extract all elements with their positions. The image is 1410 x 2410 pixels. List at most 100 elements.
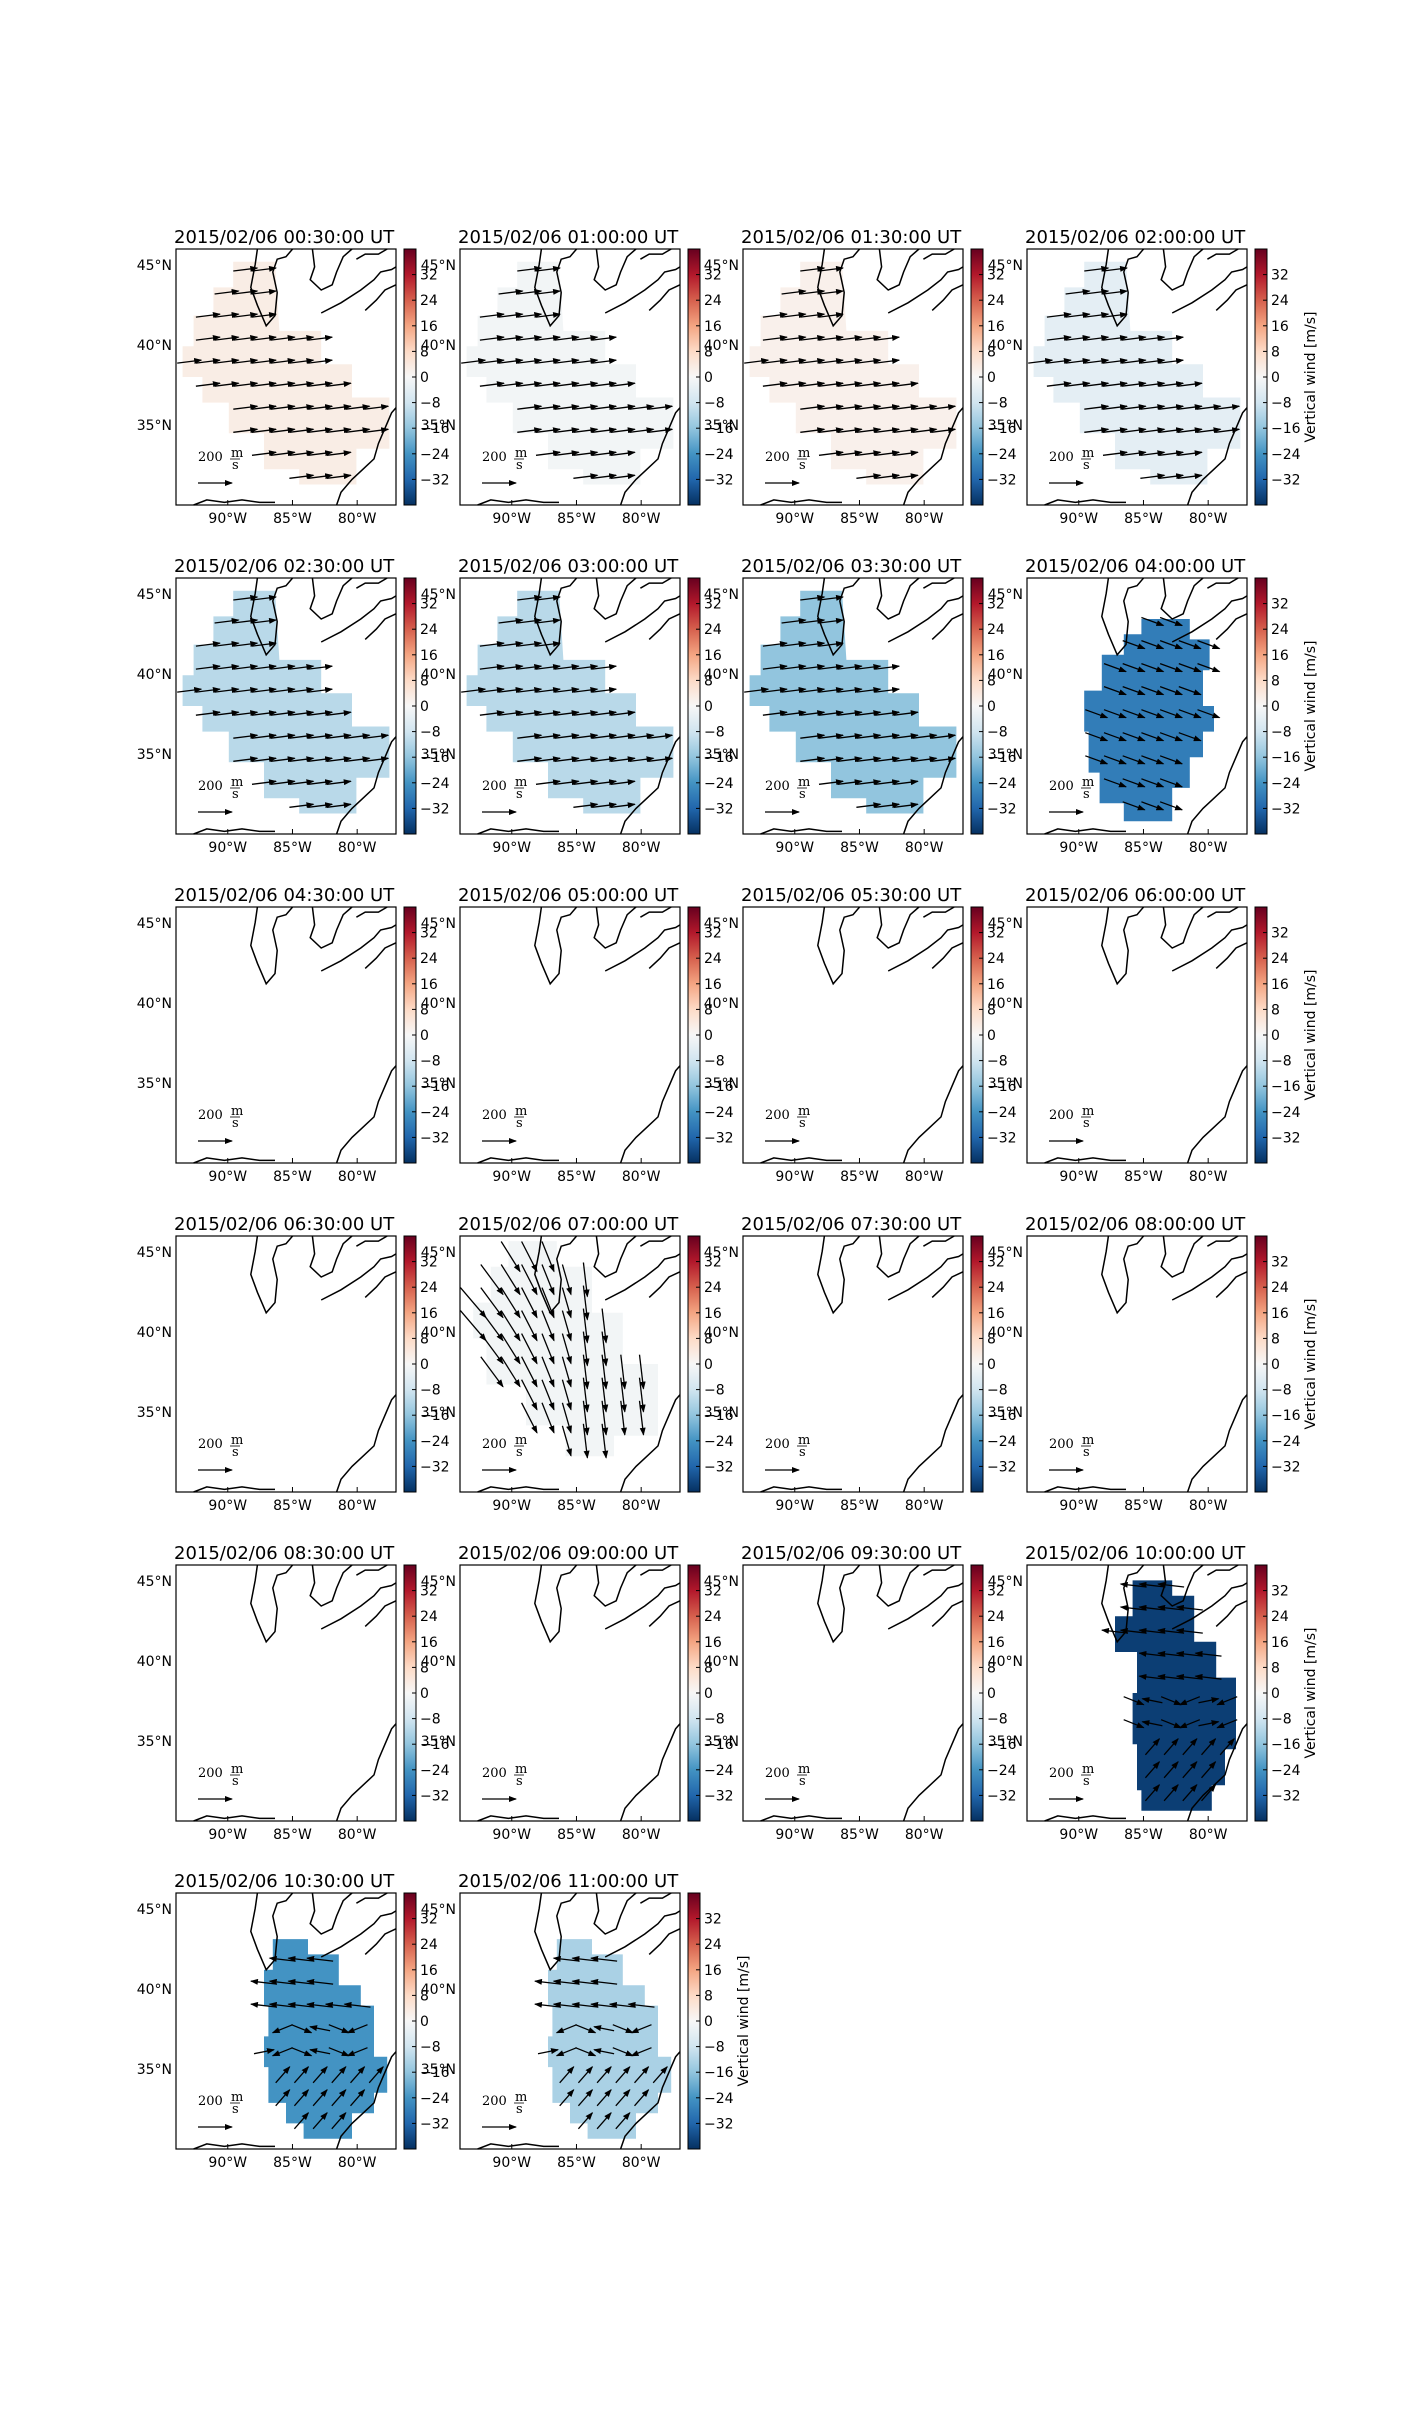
colorbar-tick-label: 16 [1271, 319, 1289, 335]
wind-arrow [541, 1333, 555, 1365]
colorbar-tick-label: 16 [420, 1963, 438, 1979]
wind-arrow [1182, 1784, 1198, 1802]
wind-arrow [620, 1400, 627, 1436]
wind-arrow [800, 663, 826, 670]
coastline [923, 248, 955, 260]
colorbar-tick-label: −24 [1271, 1763, 1301, 1779]
axes-frame [1026, 248, 1248, 506]
colorbar-tick-label: −24 [987, 447, 1017, 463]
wind-arrow [270, 334, 296, 341]
colorbar-tick-label: −32 [1271, 801, 1301, 817]
colorbar-label: Vertical wind [m/s] [1303, 641, 1319, 772]
coastline [1101, 1235, 1145, 1315]
wind-arrow [326, 733, 352, 740]
wind-arrow [251, 334, 277, 341]
wind-arrow [1140, 473, 1166, 480]
lat-tick-label: 40°N [421, 996, 456, 1012]
reference-vector-unit-num: m [1082, 1104, 1094, 1119]
wind-arrow [500, 1310, 521, 1342]
lat-tick-label: 45°N [704, 258, 739, 274]
wind-arrow [1177, 381, 1203, 388]
wind-arrow [762, 357, 788, 364]
wind-arrow [592, 334, 618, 341]
wind-arrow [1216, 1696, 1238, 1706]
colorbar-tick-label: −8 [420, 396, 441, 412]
reference-vector-magnitude: 200 [482, 1108, 507, 1123]
wind-arrow [856, 357, 882, 364]
wind-arrow [1159, 473, 1185, 480]
lat-tick-label: 35°N [988, 1405, 1023, 1421]
wind-arrow [312, 2089, 328, 2107]
coastline [931, 942, 964, 969]
wind-arrow [856, 686, 882, 693]
wind-arrow [479, 334, 505, 341]
lon-tick-label: 85°W [1124, 1827, 1163, 1843]
colorbar-tick-label: 32 [704, 926, 722, 942]
wind-arrow [875, 686, 901, 693]
lat-tick-label: 45°N [988, 258, 1023, 274]
lat-tick-label: 45°N [988, 1245, 1023, 1261]
wind-arrow [1197, 662, 1221, 673]
wind-arrow [590, 1978, 618, 1985]
colorbar-tick-label: −16 [1271, 750, 1301, 766]
reference-vector-unit-num: m [515, 1762, 527, 1777]
wind-arrow [535, 265, 561, 272]
wind-arrow [521, 1402, 538, 1434]
axes-frame [175, 1564, 397, 1822]
wind-arrow [1141, 662, 1165, 673]
colorbar-tick-label: 16 [987, 319, 1005, 335]
wind-arrow [1084, 381, 1110, 388]
colorbar-tick-label: 24 [987, 622, 1005, 638]
wind-arrow [1065, 381, 1091, 388]
wind-arrow [1197, 709, 1221, 719]
reference-vector-unit-den: s [799, 458, 806, 473]
wind-arrow [498, 357, 524, 364]
colorbar-tick-label: 24 [987, 1609, 1005, 1625]
wind-arrow [1122, 639, 1146, 650]
colorbar-tick-label: 0 [987, 1686, 996, 1702]
wind-arrow [233, 334, 259, 341]
wind-arrow [818, 381, 844, 388]
colorbar-tick-label: 8 [420, 673, 429, 689]
reference-vector-magnitude: 200 [482, 1766, 507, 1781]
wind-arrow [800, 733, 826, 740]
wind-arrow [601, 1377, 609, 1413]
coastline [320, 1582, 397, 1630]
wind-arrow [233, 427, 259, 434]
colorbar-tick-label: 8 [704, 1660, 713, 1676]
colorbar-tick-label: 24 [1271, 622, 1289, 638]
colorbar-tick-label: −32 [704, 801, 734, 817]
colorbar-tick-label: 32 [704, 1255, 722, 1271]
wind-arrow [1194, 1650, 1222, 1657]
wind-arrow [1178, 1696, 1201, 1706]
colorbar-tick-label: 8 [1271, 673, 1280, 689]
lon-tick-label: 90°W [775, 511, 814, 527]
axes-frame [459, 1235, 681, 1493]
wind-arrow [554, 756, 580, 763]
wind-arrow [1198, 1697, 1220, 1704]
lon-tick-label: 85°W [840, 1498, 879, 1514]
wind-arrow [195, 640, 221, 647]
colorbar-tick-label: −8 [420, 2040, 441, 2056]
lon-tick-label: 80°W [905, 1498, 944, 1514]
wind-arrow [931, 756, 957, 763]
panel-title: 2015/02/06 01:00:00 UT [458, 227, 679, 248]
wind-arrow [479, 357, 505, 364]
wind-arrow [1141, 732, 1165, 742]
axes-frame [1026, 577, 1248, 835]
lat-tick-label: 40°N [137, 1982, 172, 1998]
wind-arrow [620, 1377, 627, 1413]
coastline [309, 577, 353, 620]
wind-arrow [214, 381, 240, 388]
colorbar-tick-label: −32 [704, 2116, 734, 2132]
wind-arrow [517, 663, 543, 670]
lat-tick-label: 35°N [421, 1076, 456, 1092]
colorbar-tick-label: 0 [420, 1357, 429, 1373]
coastline [923, 1564, 955, 1576]
wind-arrow [561, 1333, 572, 1365]
coastline [648, 284, 681, 311]
coastline [1044, 1486, 1126, 1493]
lon-tick-label: 90°W [775, 1169, 814, 1185]
wind-arrow [1163, 1738, 1179, 1756]
reference-vector-magnitude: 200 [765, 1766, 790, 1781]
